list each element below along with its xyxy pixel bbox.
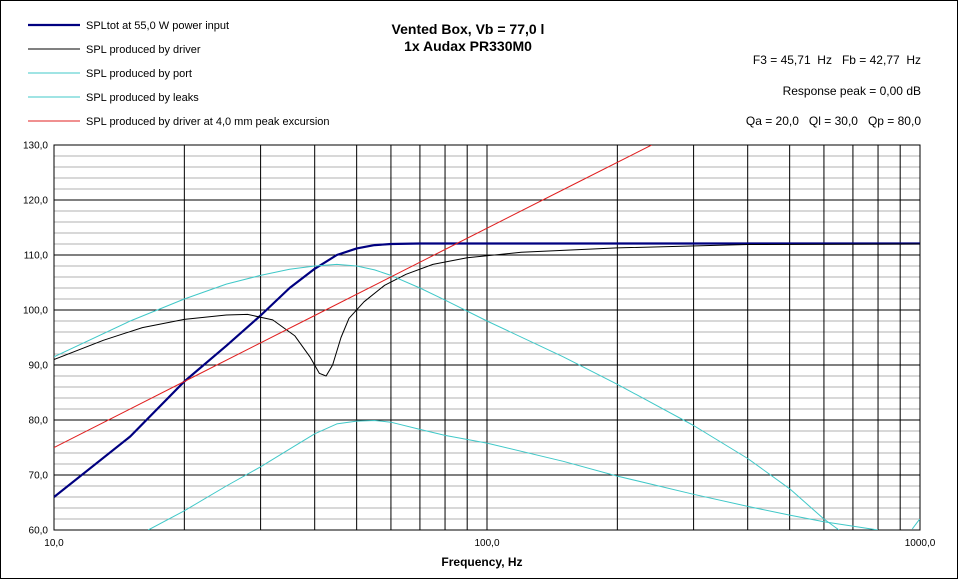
y-tick-label: 120,0 [23, 196, 48, 207]
series-line-3 [147, 420, 879, 530]
chart-subtitle: 1x Audax PR330M0 [404, 38, 532, 54]
info-panel: F3 = 45,71 Hz Fb = 42,77 Hz Response peak… [746, 53, 921, 128]
series-line-0 [54, 242, 920, 498]
grid-layer [54, 144, 920, 531]
plot-area-border [53, 144, 921, 531]
y-tick-label: 100,0 [23, 306, 48, 317]
legend-label: SPL produced by driver [86, 44, 201, 56]
x-tick-labels: 10,0 100,0 1000,0 [44, 538, 935, 549]
y-tick-label: 110,0 [24, 251, 49, 262]
y-tick-label: 60,0 [29, 526, 49, 537]
x-tick-label: 100,0 [474, 538, 499, 549]
y-tick-labels: 130,0 120,0 110,0 100,0 90,0 80,0 70,0 60,0 [23, 141, 48, 537]
y-tick-label: 70,0 [29, 471, 49, 482]
x-axis-title: Frequency, Hz [441, 555, 522, 569]
info-line: Qa = 20,0 Ql = 30,0 Qp = 80,0 [746, 114, 921, 128]
x-tick-label: 10,0 [44, 538, 64, 549]
legend-label: SPL produced by driver at 4,0 mm peak ex… [86, 116, 330, 128]
y-tick-label: 90,0 [29, 361, 49, 372]
info-line: F3 = 45,71 Hz Fb = 42,77 Hz [753, 53, 921, 67]
y-tick-label: 130,0 [23, 141, 48, 152]
series-line-5 [911, 518, 920, 530]
legend-label: SPL produced by leaks [86, 92, 199, 104]
legend: SPLtot at 55,0 W power input SPL produced… [28, 20, 330, 128]
series-line-2 [54, 263, 840, 530]
info-line: Response peak = 0,00 dB [783, 84, 921, 98]
series-layer [54, 145, 920, 530]
legend-label: SPLtot at 55,0 W power input [86, 20, 229, 32]
y-tick-label: 80,0 [29, 416, 49, 427]
x-tick-label: 1000,0 [905, 538, 936, 549]
series-line-1 [54, 243, 920, 377]
legend-label: SPL produced by port [86, 68, 192, 80]
series-line-4 [54, 145, 652, 448]
chart-title: Vented Box, Vb = 77,0 l [392, 21, 545, 37]
